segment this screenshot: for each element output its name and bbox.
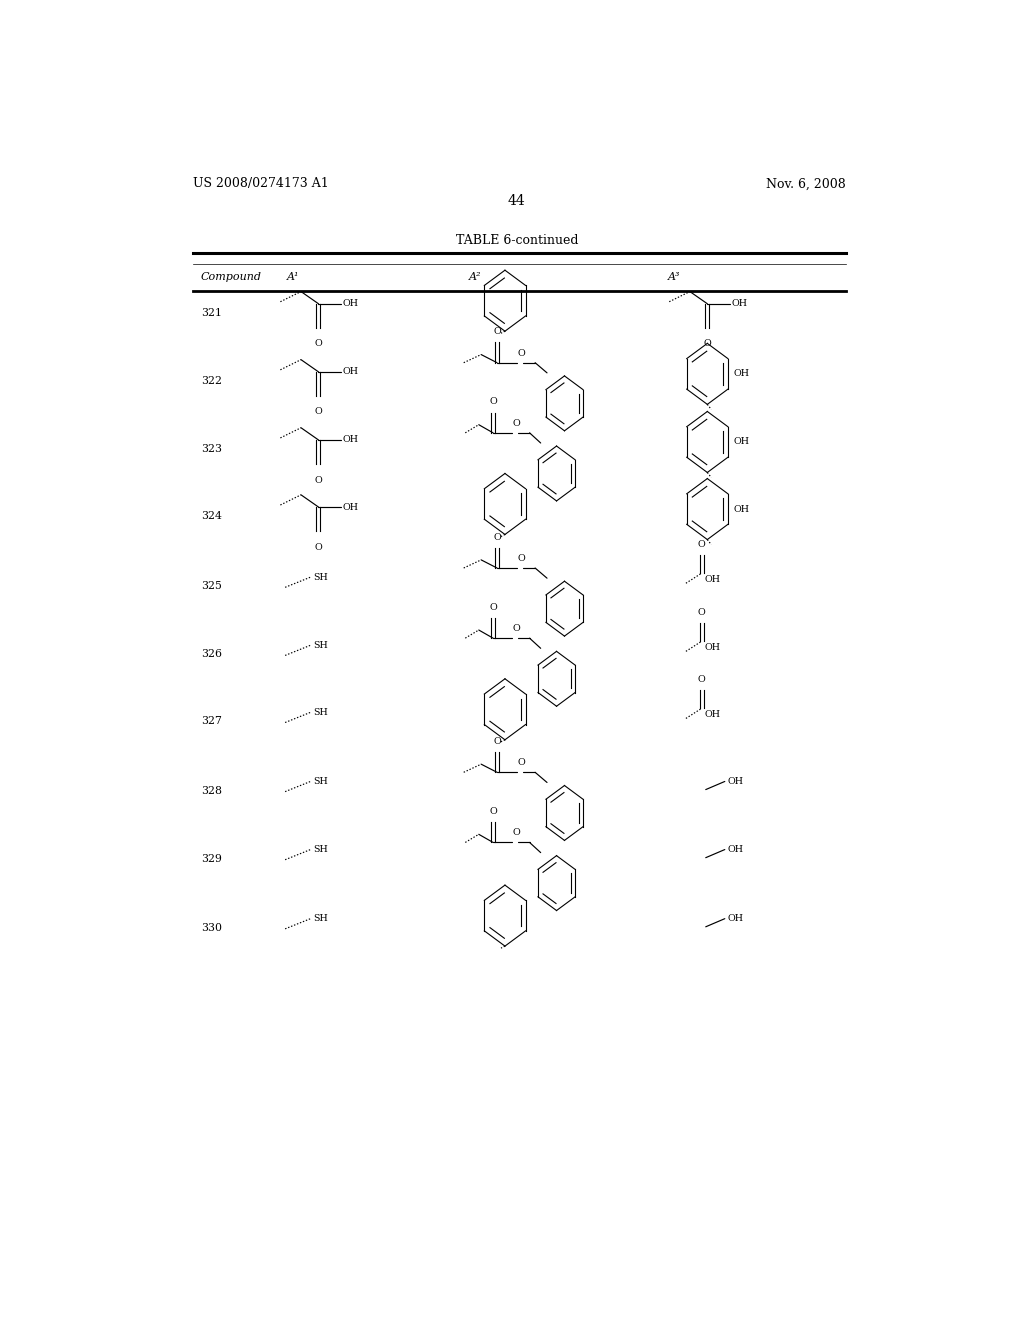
Text: O: O: [698, 607, 706, 616]
Text: US 2008/0274173 A1: US 2008/0274173 A1: [194, 177, 329, 190]
Text: Compound: Compound: [201, 272, 262, 282]
Text: 327: 327: [201, 717, 222, 726]
Text: 324: 324: [201, 511, 222, 521]
Text: 321: 321: [201, 308, 222, 318]
Text: OH: OH: [727, 915, 743, 923]
Text: O: O: [513, 624, 520, 634]
Text: OH: OH: [342, 503, 358, 512]
Text: O: O: [518, 554, 525, 562]
Text: O: O: [513, 829, 520, 837]
Text: 329: 329: [201, 854, 222, 863]
Text: SH: SH: [313, 640, 328, 649]
Text: O: O: [698, 675, 706, 684]
Text: A¹: A¹: [287, 272, 299, 282]
Text: SH: SH: [313, 573, 328, 582]
Text: 326: 326: [201, 649, 222, 660]
Text: 328: 328: [201, 785, 222, 796]
Text: O: O: [314, 339, 323, 348]
Text: O: O: [494, 532, 501, 541]
Text: O: O: [489, 807, 497, 816]
Text: 325: 325: [201, 581, 222, 591]
Text: A³: A³: [668, 272, 680, 282]
Text: OH: OH: [705, 710, 720, 719]
Text: OH: OH: [727, 845, 743, 854]
Text: SH: SH: [313, 777, 328, 785]
Text: 322: 322: [201, 376, 222, 385]
Text: OH: OH: [727, 777, 743, 785]
Text: O: O: [489, 603, 497, 611]
Text: O: O: [314, 543, 323, 552]
Text: OH: OH: [731, 300, 748, 309]
Text: O: O: [489, 397, 497, 407]
Text: A²: A²: [469, 272, 481, 282]
Text: O: O: [494, 737, 501, 746]
Text: OH: OH: [342, 436, 358, 445]
Text: OH: OH: [733, 370, 750, 379]
Text: 330: 330: [201, 923, 222, 933]
Text: O: O: [314, 475, 323, 484]
Text: OH: OH: [733, 504, 750, 513]
Text: TABLE 6-continued: TABLE 6-continued: [456, 234, 579, 247]
Text: SH: SH: [313, 708, 328, 717]
Text: O: O: [518, 348, 525, 358]
Text: OH: OH: [342, 367, 358, 376]
Text: O: O: [513, 418, 520, 428]
Text: O: O: [703, 339, 712, 348]
Text: 323: 323: [201, 444, 222, 454]
Text: OH: OH: [705, 576, 720, 585]
Text: Nov. 6, 2008: Nov. 6, 2008: [766, 177, 846, 190]
Text: O: O: [698, 540, 706, 549]
Text: OH: OH: [705, 643, 720, 652]
Text: SH: SH: [313, 845, 328, 854]
Text: SH: SH: [313, 915, 328, 923]
Text: O: O: [494, 327, 501, 337]
Text: OH: OH: [342, 300, 358, 309]
Text: 44: 44: [508, 194, 525, 209]
Text: OH: OH: [733, 437, 750, 446]
Text: O: O: [518, 758, 525, 767]
Text: O: O: [314, 408, 323, 416]
